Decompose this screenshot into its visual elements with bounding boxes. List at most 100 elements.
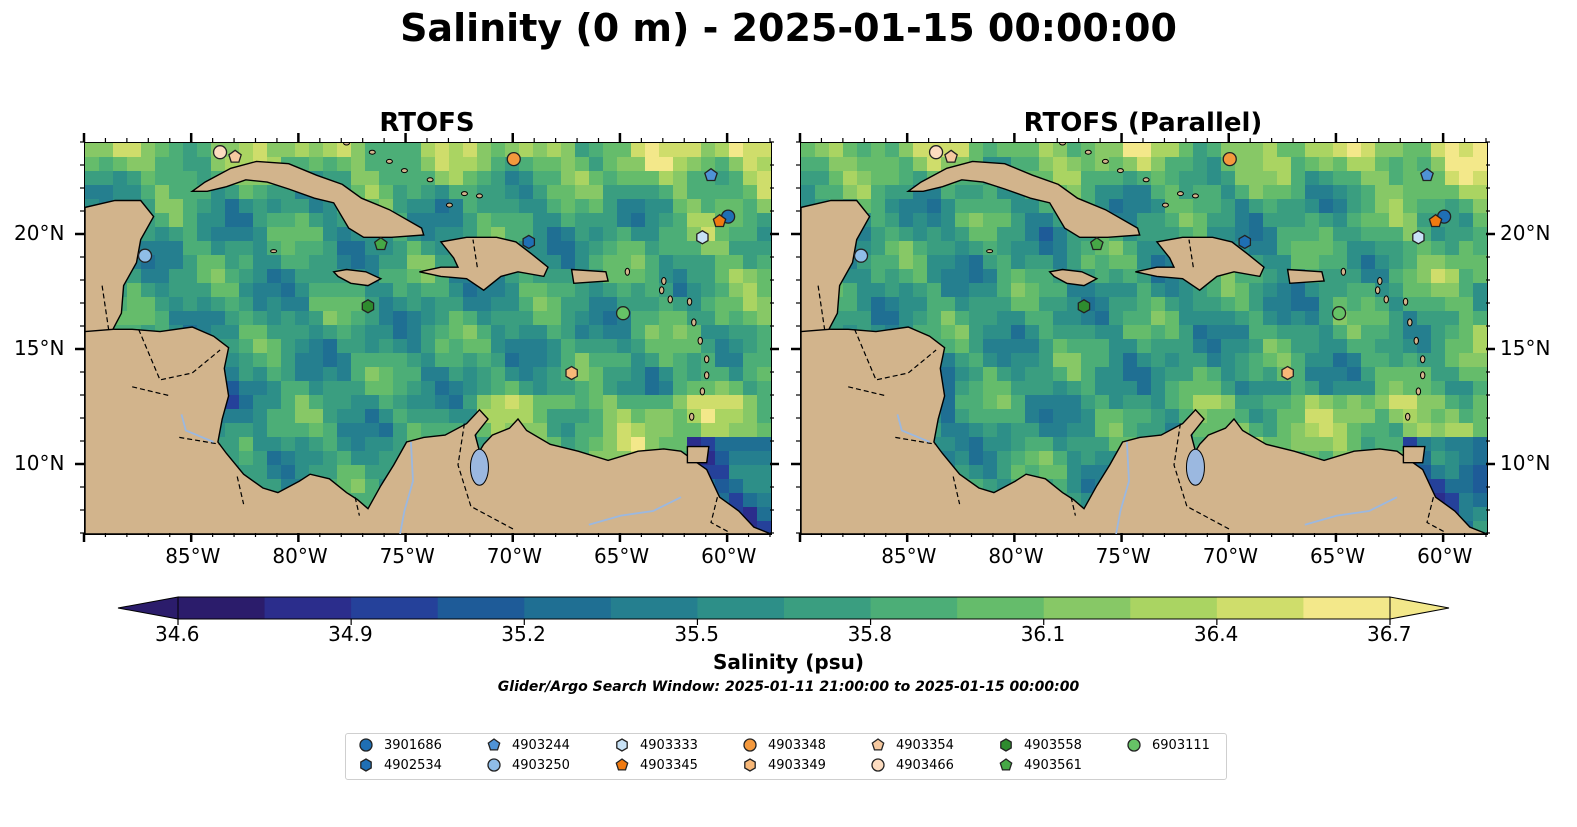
country-border xyxy=(472,239,478,268)
colorbar-tick-label: 34.9 xyxy=(328,622,373,646)
island xyxy=(703,371,710,380)
float-marker-4903558 xyxy=(1077,299,1091,314)
island xyxy=(460,191,468,197)
island xyxy=(475,193,483,199)
legend-item-6903111: 6903111 xyxy=(1126,736,1210,754)
land-group xyxy=(85,160,771,534)
colorbar-tick-label: 35.5 xyxy=(674,622,719,646)
lon-tick-label: 60°W xyxy=(701,544,757,568)
colorbar-segment xyxy=(264,597,352,619)
lake-maracaibo xyxy=(469,448,489,486)
float-marker-4903345 xyxy=(1428,213,1443,228)
legend-label: 6903111 xyxy=(1152,737,1210,753)
colorbar-segment xyxy=(957,597,1045,619)
land-central-america xyxy=(85,326,771,534)
legend-marker xyxy=(487,758,501,772)
island xyxy=(1161,202,1169,208)
map-panel-rtofs-parallel[interactable] xyxy=(800,142,1488,535)
land-hispaniola xyxy=(1135,236,1265,292)
country-border xyxy=(1426,497,1445,533)
island xyxy=(1377,277,1383,285)
island xyxy=(368,149,376,155)
river xyxy=(588,496,682,526)
island xyxy=(1116,168,1124,174)
island xyxy=(986,249,994,254)
river xyxy=(1115,441,1130,534)
lon-tick-label: 80°W xyxy=(272,544,328,568)
float-marker-4903558 xyxy=(361,299,375,314)
island xyxy=(343,143,351,146)
island xyxy=(667,295,673,304)
hexagon-marker-icon xyxy=(1000,738,1012,752)
float-marker-4903349 xyxy=(1281,365,1294,381)
country-border xyxy=(132,386,171,397)
country-border xyxy=(848,386,887,397)
legend-label: 4903354 xyxy=(896,737,954,753)
island xyxy=(1419,355,1426,364)
land-puerto-rico xyxy=(1286,268,1325,285)
hexagon-marker-icon xyxy=(744,758,756,772)
float-marker-4903354 xyxy=(228,149,242,163)
float-marker-4903354 xyxy=(944,149,958,163)
colorbar xyxy=(117,596,1450,625)
legend-item-4903558: 4903558 xyxy=(998,736,1082,754)
island xyxy=(703,355,710,364)
island xyxy=(1413,336,1419,345)
island xyxy=(1419,371,1426,380)
island xyxy=(1383,295,1389,304)
legend-item-4903349: 4903349 xyxy=(742,756,826,774)
legend-label: 4902534 xyxy=(384,757,442,773)
legend-item-4902534: 4902534 xyxy=(358,756,442,774)
legend-label: 4903348 xyxy=(768,737,826,753)
colorbar-tick-label: 34.6 xyxy=(155,622,200,646)
float-marker-4903345 xyxy=(712,213,727,228)
legend-label: 4903466 xyxy=(896,757,954,773)
island xyxy=(1176,191,1184,197)
country-border xyxy=(236,476,245,505)
colorbar-segment xyxy=(437,597,525,619)
legend-label: 4903345 xyxy=(640,757,698,773)
country-border xyxy=(1070,497,1076,516)
legend-label: 4903558 xyxy=(1024,737,1082,753)
float-marker-4903244 xyxy=(1420,167,1434,182)
panel-title-rtofs-parallel: RTOFS (Parallel) xyxy=(1023,108,1263,138)
land-cuba xyxy=(906,160,1141,239)
lat-tick-label: 15°N xyxy=(14,336,65,360)
legend-marker xyxy=(999,758,1013,771)
colorbar-segment xyxy=(697,597,785,619)
island xyxy=(661,277,667,285)
island xyxy=(385,158,393,164)
river xyxy=(896,414,930,443)
island xyxy=(1101,158,1109,164)
island xyxy=(1059,143,1067,146)
legend-item-4903561: 4903561 xyxy=(998,756,1082,774)
land-jamaica xyxy=(1048,268,1099,287)
land-hispaniola xyxy=(419,236,549,292)
salinity-map-rtofs-parallel xyxy=(801,143,1487,534)
legend-label: 4903561 xyxy=(1024,757,1082,773)
float-marker-4903333 xyxy=(1412,230,1425,245)
lon-tick-label: 80°W xyxy=(988,544,1044,568)
map-panel-rtofs[interactable] xyxy=(84,142,772,535)
legend-marker xyxy=(616,738,628,752)
island xyxy=(400,168,408,174)
hexagon-marker-icon xyxy=(616,738,628,752)
float-marker-4902534 xyxy=(522,234,536,250)
legend-marker xyxy=(360,758,372,772)
float-marker-4903333 xyxy=(696,230,709,245)
colorbar-tick-label: 35.2 xyxy=(501,622,546,646)
lat-tick-label: 10°N xyxy=(14,451,65,475)
legend-label: 4903244 xyxy=(512,737,570,753)
lon-tick-label: 65°W xyxy=(1309,544,1366,568)
float-marker-4903349 xyxy=(565,365,578,381)
land-yucatan xyxy=(85,199,155,333)
circle-marker-icon xyxy=(359,738,373,752)
island xyxy=(270,249,278,254)
lake-maracaibo xyxy=(1185,448,1205,486)
land-central-america xyxy=(801,326,1487,534)
hexagon-marker-icon xyxy=(360,758,372,772)
legend-marker xyxy=(487,738,501,751)
float-marker-4903561 xyxy=(373,236,388,251)
country-border xyxy=(101,285,110,330)
float-marker-4902534 xyxy=(1238,234,1252,250)
